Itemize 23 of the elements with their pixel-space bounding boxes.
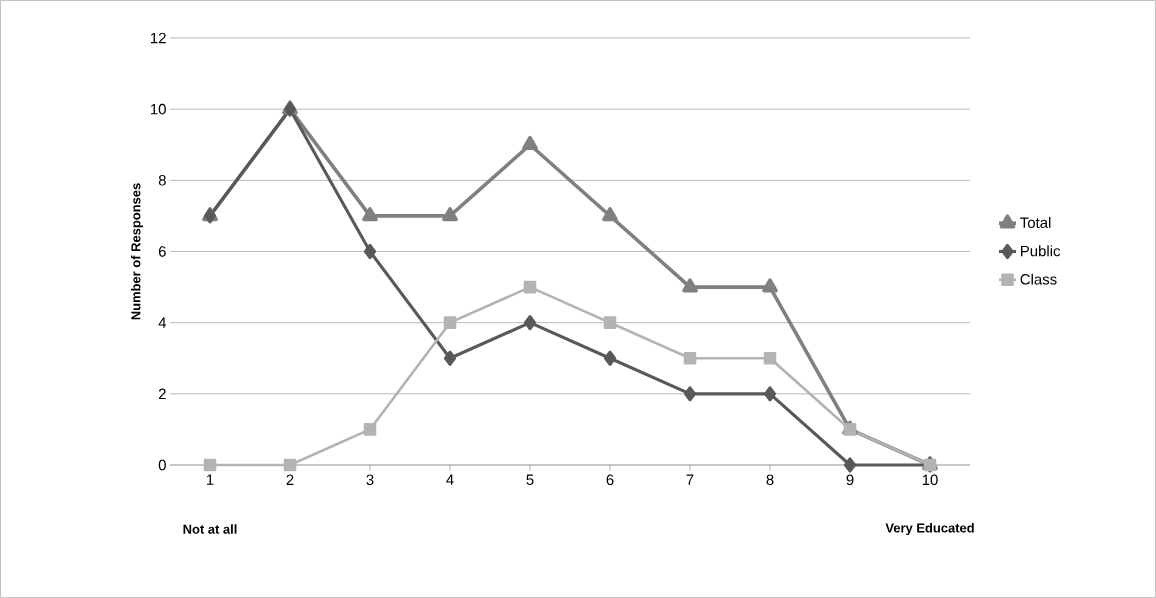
x-tick-label: 1 <box>206 474 214 485</box>
x-tick-label: 3 <box>366 474 374 486</box>
legend-label: Total <box>1020 217 1051 228</box>
text: Very Educated <box>885 523 974 536</box>
x-tick-label: 7 <box>686 474 694 485</box>
x-tick-label: 4 <box>446 474 454 485</box>
x-tick-label: 2 <box>286 474 294 485</box>
x-tick-label: 10 <box>922 474 938 486</box>
x-tick-label: 8 <box>766 474 774 486</box>
y-tick-label: 4 <box>158 317 167 328</box>
legend-label: Class <box>1020 273 1057 285</box>
x-tick-label: 9 <box>846 474 854 486</box>
y-tick-label: 8 <box>158 175 166 186</box>
y-axis-title: Number of Responses <box>130 183 144 320</box>
y-tick-label: 6 <box>158 246 166 257</box>
y-tick-label: 0 <box>158 459 166 471</box>
legend-label: Public <box>1021 245 1061 257</box>
y-tick-label: 2 <box>158 388 166 400</box>
x-tick-label: 5 <box>526 474 534 485</box>
y-tick-label: 12 <box>151 32 166 44</box>
y-tick-label: 10 <box>151 103 166 115</box>
text: Not at all <box>183 524 237 534</box>
x-tick-label: 6 <box>606 474 614 486</box>
